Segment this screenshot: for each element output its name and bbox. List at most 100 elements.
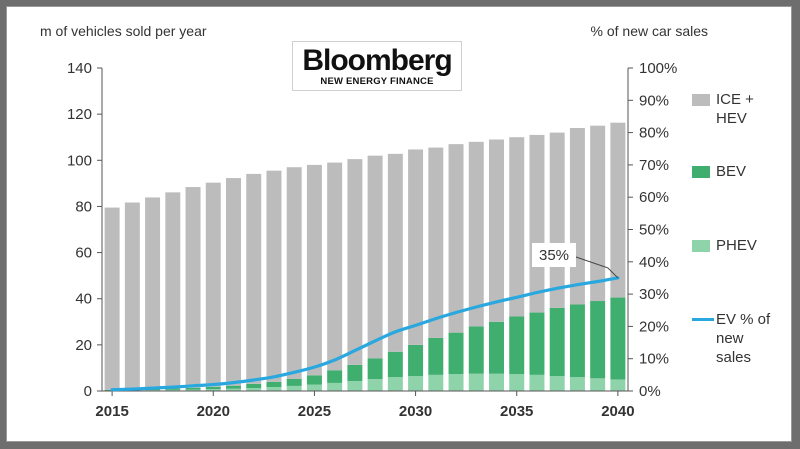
right-tick-label-40pct: 40% xyxy=(639,254,669,271)
bar-ice-2025 xyxy=(306,164,322,376)
bar-bev-2023 xyxy=(266,381,282,388)
x-tick-label-2040: 2040 xyxy=(601,403,634,420)
bar-bev-2018 xyxy=(165,388,181,390)
right-tick-label-10pct: 10% xyxy=(639,351,669,368)
bar-phev-2040 xyxy=(610,379,626,391)
right-tick-label-80pct: 80% xyxy=(639,125,669,142)
bloomberg-logo: Bloomberg NEW ENERGY FINANCE xyxy=(292,41,462,91)
bar-bev-2036 xyxy=(529,312,545,375)
bar-ice-2038 xyxy=(569,127,585,305)
right-tick-label-60pct: 60% xyxy=(639,189,669,206)
bar-ice-2029 xyxy=(387,153,403,352)
legend-line-ev-share xyxy=(692,318,714,321)
bar-phev-2018 xyxy=(165,389,181,391)
bar-bev-2040 xyxy=(610,297,626,380)
left-axis-title: m of vehicles sold per year xyxy=(40,23,207,39)
annotation-group: 35% xyxy=(532,243,619,279)
bar-bev-2032 xyxy=(448,332,464,375)
bar-ice-2016 xyxy=(124,202,140,390)
legend-swatch-bev xyxy=(692,166,710,178)
bar-bev-2025 xyxy=(306,375,322,385)
bar-phev-2037 xyxy=(549,376,565,391)
bar-ice-2015 xyxy=(104,207,120,390)
right-tick-label-20pct: 20% xyxy=(639,318,669,335)
left-tick-label-140: 140 xyxy=(67,60,92,77)
left-tick-label-60: 60 xyxy=(75,245,92,262)
x-tick-label-2015: 2015 xyxy=(95,403,128,420)
bar-phev-2039 xyxy=(590,378,606,391)
bar-phev-2034 xyxy=(489,373,504,391)
bar-ice-2034 xyxy=(489,139,504,322)
bar-ice-2030 xyxy=(408,149,424,345)
annotation-leader-line xyxy=(575,256,619,279)
bar-phev-2036 xyxy=(529,374,545,391)
bar-ice-2031 xyxy=(428,147,444,338)
bars-group xyxy=(104,122,626,391)
bar-phev-2019 xyxy=(185,389,201,391)
bar-bev-2024 xyxy=(286,379,302,386)
bar-phev-2022 xyxy=(246,388,262,391)
left-tick-label-80: 80 xyxy=(75,198,92,215)
logo-sub-text: NEW ENERGY FINANCE xyxy=(320,76,434,87)
ev-share-line-group xyxy=(110,276,620,392)
right-tick-label-30pct: 30% xyxy=(639,286,669,303)
bar-phev-2032 xyxy=(448,374,464,391)
legend-label-bev: BEV xyxy=(716,163,747,180)
bar-phev-2031 xyxy=(428,374,444,391)
bar-bev-2039 xyxy=(590,301,606,379)
bar-phev-2038 xyxy=(569,377,585,391)
bar-ice-2017 xyxy=(145,197,161,389)
legend-swatch-phev xyxy=(692,240,710,252)
right-tick-label-90pct: 90% xyxy=(639,92,669,109)
bar-phev-2021 xyxy=(226,388,241,391)
legend-label-ice-hev: ICE + HEV xyxy=(716,91,754,127)
bar-bev-2035 xyxy=(509,316,525,375)
bar-bev-2033 xyxy=(468,326,484,374)
logo-main-text: Bloomberg xyxy=(302,44,452,77)
x-tick-label-2025: 2025 xyxy=(298,403,331,420)
bar-ice-2040 xyxy=(610,122,626,298)
bar-ice-2032 xyxy=(448,144,464,333)
bar-phev-2033 xyxy=(468,373,484,391)
bar-ice-2024 xyxy=(286,167,302,380)
bar-ice-2021 xyxy=(226,178,241,386)
bar-bev-2038 xyxy=(569,304,585,378)
axes-group: 0204060801001201400%10%20%30%40%50%60%70… xyxy=(67,60,677,420)
bar-ice-2037 xyxy=(549,132,565,308)
x-tick-label-2020: 2020 xyxy=(197,403,230,420)
x-tick-label-2035: 2035 xyxy=(500,403,533,420)
bar-bev-2030 xyxy=(408,344,424,377)
bar-bev-2026 xyxy=(327,370,343,383)
bar-bev-2028 xyxy=(367,358,383,379)
left-tick-label-100: 100 xyxy=(67,152,92,169)
bar-ice-2022 xyxy=(246,173,262,384)
bar-phev-2024 xyxy=(286,385,302,391)
bar-phev-2023 xyxy=(266,387,282,391)
legend-label-ev-share: EV % of new sales xyxy=(716,311,771,366)
bar-ice-2035 xyxy=(509,137,525,317)
left-tick-label-120: 120 xyxy=(67,106,92,123)
left-tick-label-0: 0 xyxy=(84,383,92,400)
right-tick-label-100pct: 100% xyxy=(639,60,677,77)
legend-label-phev: PHEV xyxy=(716,237,757,254)
bar-ice-2027 xyxy=(347,159,363,365)
legend-swatch-ice-hev xyxy=(692,94,710,106)
x-tick-label-2030: 2030 xyxy=(399,403,432,420)
bar-phev-2026 xyxy=(327,382,343,391)
bar-bev-2031 xyxy=(428,337,444,375)
bar-phev-2027 xyxy=(347,381,363,391)
bar-phev-2029 xyxy=(387,377,403,391)
annotation-box xyxy=(532,243,576,267)
bar-phev-2030 xyxy=(408,376,424,391)
bar-bev-2019 xyxy=(185,387,201,390)
bar-phev-2025 xyxy=(306,384,322,391)
right-tick-label-0pct: 0% xyxy=(639,383,661,400)
right-tick-label-70pct: 70% xyxy=(639,157,669,174)
bar-ice-2019 xyxy=(185,187,201,388)
ev-share-line xyxy=(110,276,620,392)
bar-bev-2022 xyxy=(246,383,262,388)
bar-bev-2037 xyxy=(549,307,565,376)
annotation-label: 35% xyxy=(539,247,569,264)
bar-phev-2028 xyxy=(367,379,383,391)
left-tick-label-20: 20 xyxy=(75,337,92,354)
